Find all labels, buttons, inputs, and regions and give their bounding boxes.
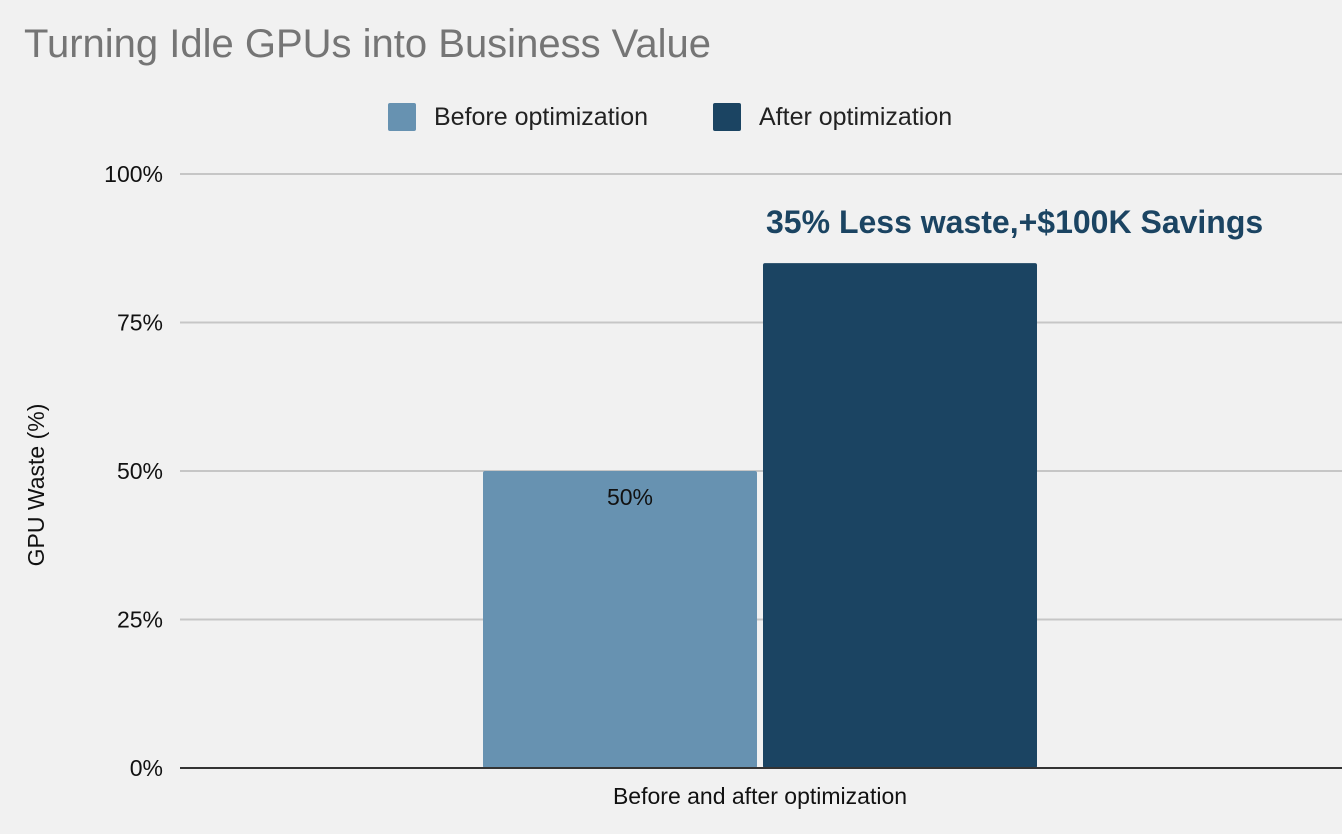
legend-label-after: After optimization [759,102,953,131]
legend-swatch-after [713,103,741,131]
bar-before-optimization [483,471,757,768]
legend-label-before: Before optimization [434,102,649,131]
legend-item-after[interactable]: After optimization [713,100,952,134]
y-tick-label: 100% [104,161,163,187]
y-tick-label: 25% [117,607,163,633]
bar-data-label: 50% [607,484,653,510]
legend-swatch-before [388,103,416,131]
savings-annotation: 35% Less waste,+$100K Savings [766,204,1263,240]
y-tick-label: 0% [130,755,163,781]
x-axis-title: Before and after optimization [613,783,907,809]
chart-legend: Before optimization After optimization [0,100,1342,134]
chart-title: Turning Idle GPUs into Business Value [24,22,712,66]
y-tick-label: 75% [117,310,163,336]
bar-after-optimization [763,263,1037,768]
legend-item-before[interactable]: Before optimization [388,100,648,134]
y-tick-label: 50% [117,458,163,484]
y-axis-title: GPU Waste (%) [23,404,49,567]
